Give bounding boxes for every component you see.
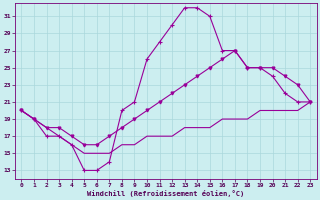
X-axis label: Windchill (Refroidissement éolien,°C): Windchill (Refroidissement éolien,°C) [87,190,244,197]
